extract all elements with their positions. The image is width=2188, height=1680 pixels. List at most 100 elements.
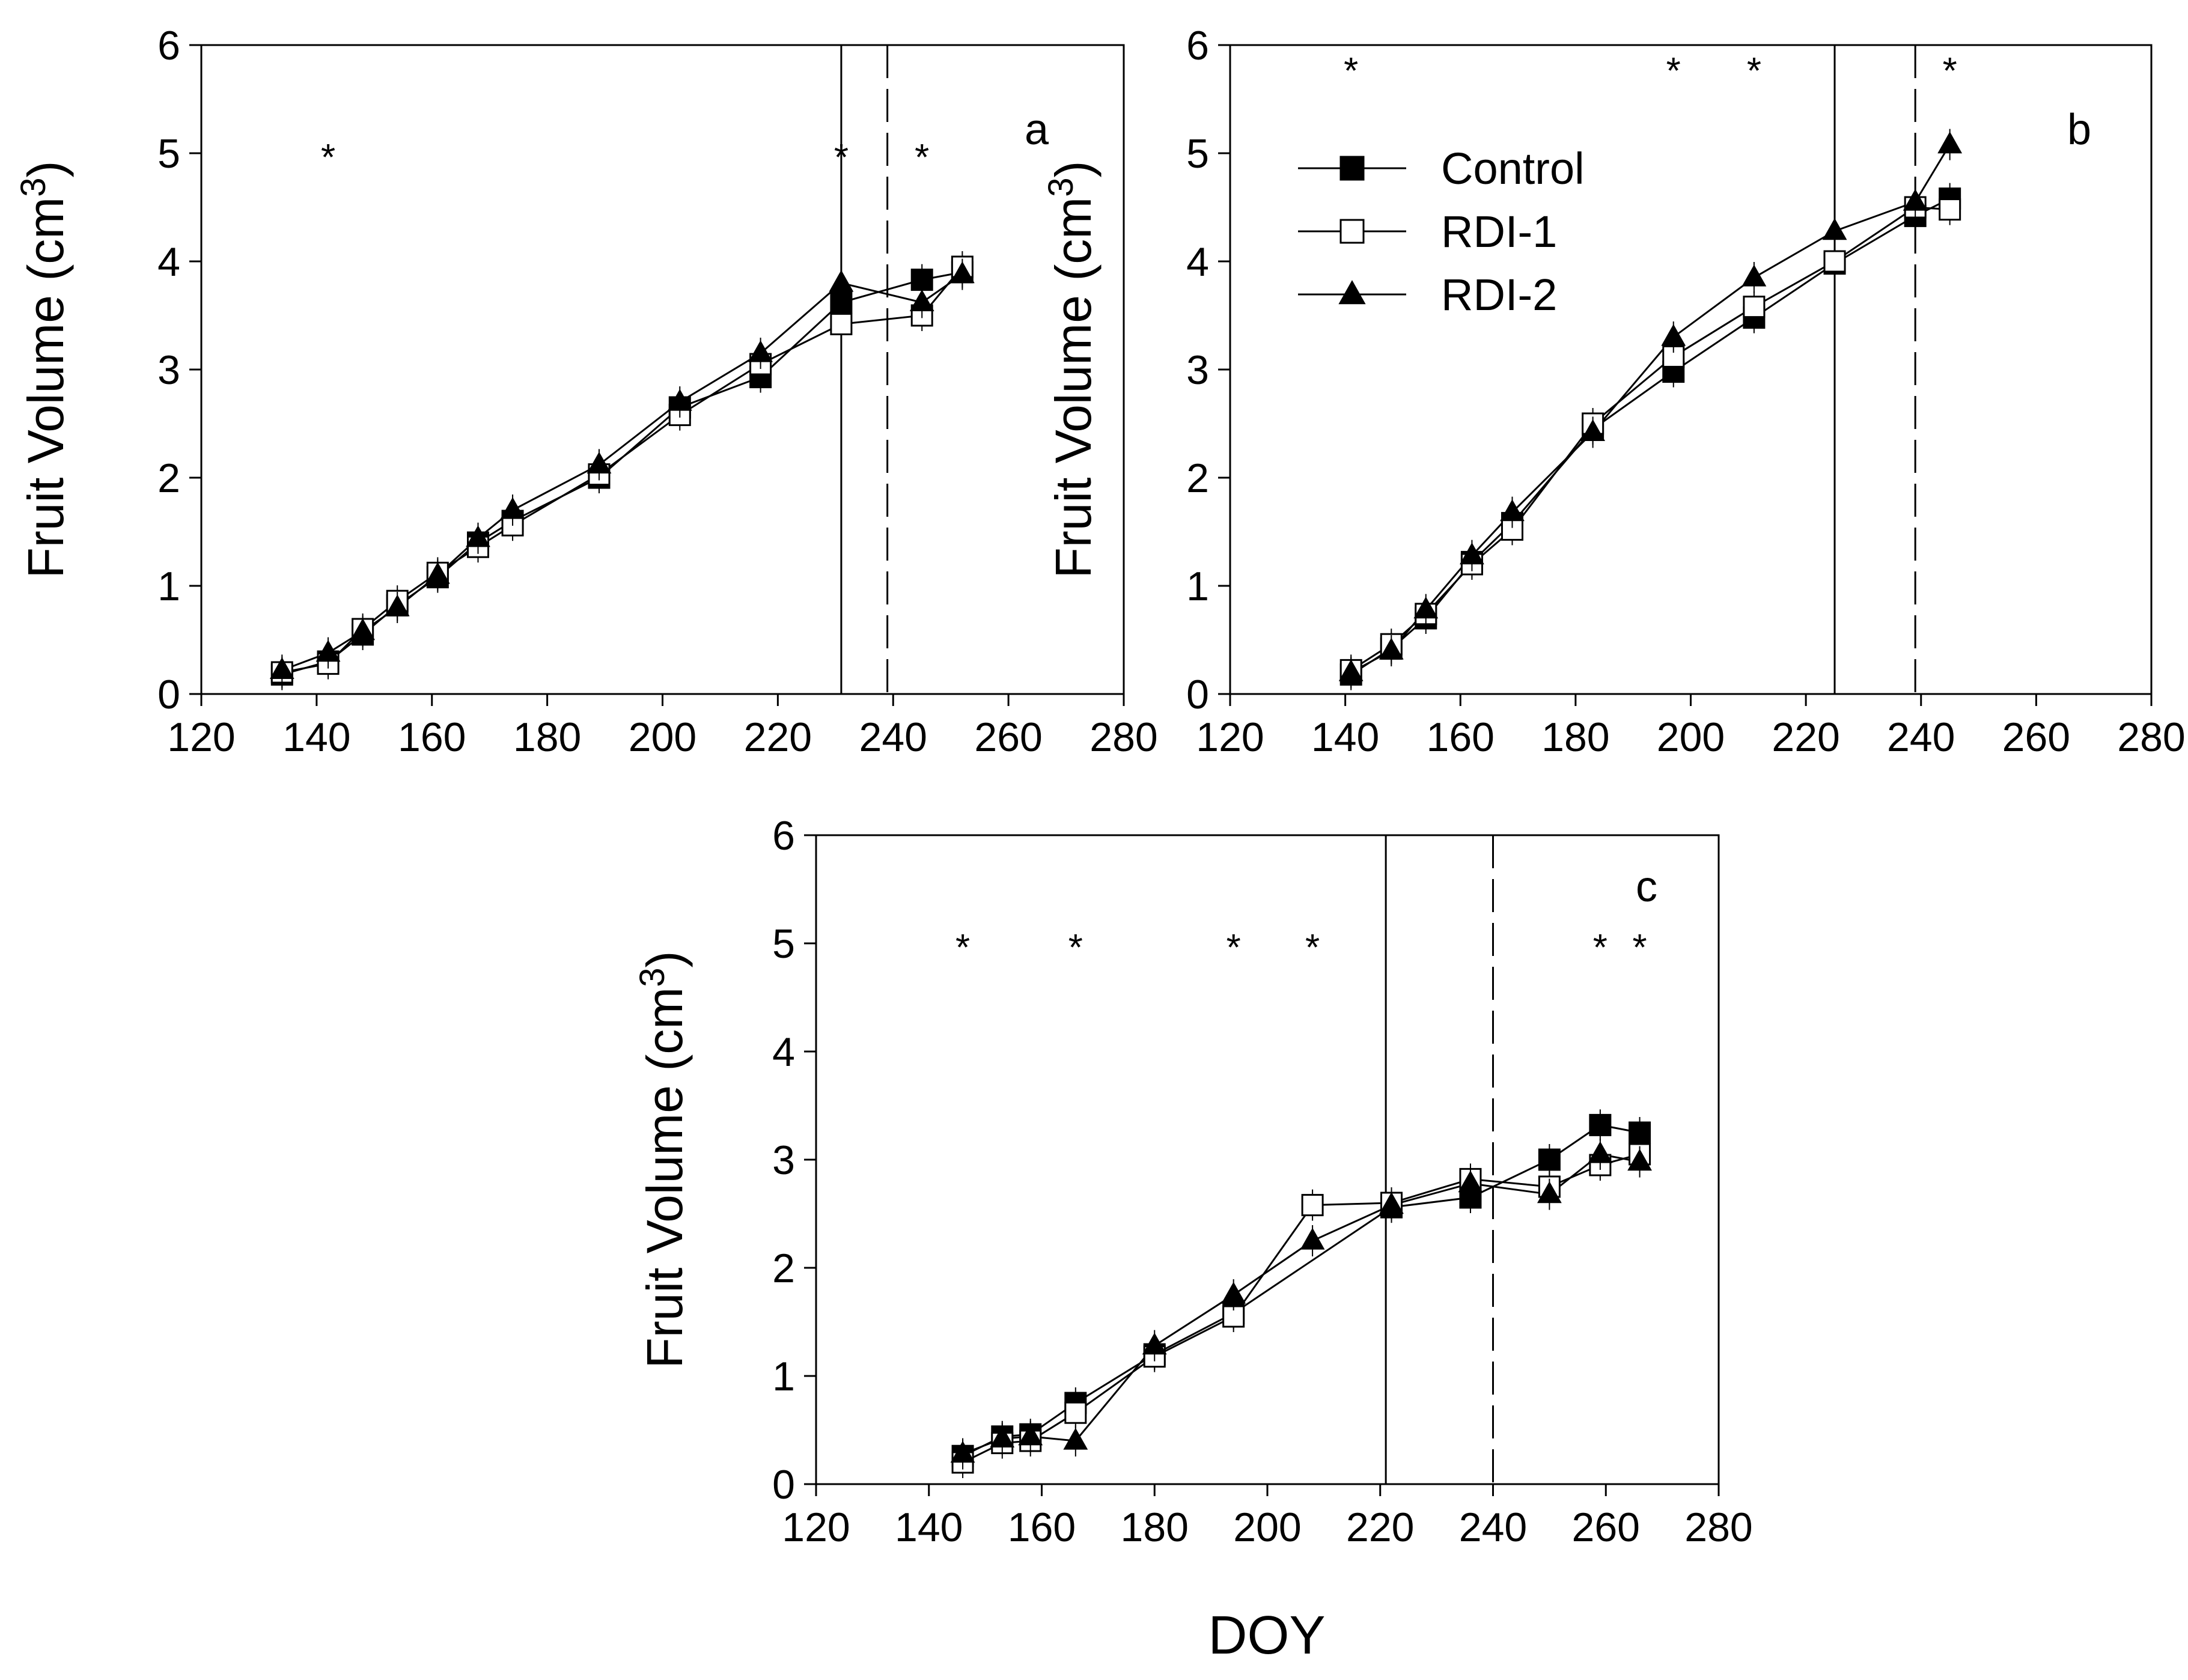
x-tick-label: 180 <box>513 714 581 760</box>
y-tick-label: 4 <box>772 1029 795 1075</box>
y-tick-label: 4 <box>157 239 180 285</box>
data-point-rdi-2 <box>1937 132 1963 154</box>
data-point-control <box>1538 1148 1561 1171</box>
y-tick-label: 5 <box>772 921 795 967</box>
significance-star: * <box>834 137 849 178</box>
panel-label: b <box>2067 106 2091 154</box>
y-axis-title: Fruit Volume (cm3) <box>633 951 693 1368</box>
x-tick-label: 220 <box>744 714 812 760</box>
data-point-rdi-2 <box>385 594 410 616</box>
data-point-rdi-2 <box>425 562 450 584</box>
data-point-rdi-2 <box>748 340 773 362</box>
y-tick-label: 1 <box>1186 564 1209 609</box>
y-tick-label: 0 <box>772 1462 795 1508</box>
data-point-rdi-2 <box>1500 499 1525 522</box>
legend-marker-rdi-1 <box>1339 219 1365 244</box>
x-tick-label: 180 <box>1541 714 1609 760</box>
significance-star: * <box>1068 927 1083 969</box>
data-point-rdi-2 <box>1580 419 1606 441</box>
data-point-rdi-2 <box>1300 1228 1325 1250</box>
x-tick-label: 240 <box>1459 1505 1527 1550</box>
y-tick-label: 2 <box>157 455 180 501</box>
data-point-rdi-2 <box>1063 1428 1088 1450</box>
y-tick-label: 4 <box>1186 239 1209 285</box>
x-tick-label: 180 <box>1121 1505 1189 1550</box>
legend-label: Control <box>1441 144 1585 193</box>
data-point-rdi-1 <box>830 312 853 335</box>
x-tick-label: 120 <box>167 714 235 760</box>
chart-panel-c: 0 1 2 3 4 5 6 120 140 160 180 200 220 240 260 280 Fruit … <box>633 813 1753 1550</box>
y-tick-label: 0 <box>157 672 180 717</box>
significance-star: * <box>1305 927 1320 969</box>
significance-star: * <box>955 927 970 969</box>
y-tick-label: 5 <box>157 131 180 177</box>
y-tick-label: 0 <box>1186 672 1209 717</box>
x-tick-label: 160 <box>1427 714 1495 760</box>
x-tick-label: 200 <box>1233 1505 1301 1550</box>
x-tick-label: 140 <box>282 714 350 760</box>
x-tick-label: 140 <box>1311 714 1379 760</box>
legend: Control RDI-1 RDI-2 <box>1298 144 1585 320</box>
data-point-rdi-2 <box>466 525 490 547</box>
x-tick-label: 160 <box>1008 1505 1076 1550</box>
significance-star: * <box>915 137 929 178</box>
y-tick-label: 2 <box>1186 455 1209 501</box>
x-tick-label: 260 <box>2002 714 2070 760</box>
data-point-rdi-2 <box>667 389 692 411</box>
x-tick-label: 200 <box>629 714 696 760</box>
x-tick-label: 120 <box>1196 714 1264 760</box>
x-tick-label: 120 <box>782 1505 850 1550</box>
x-tick-label: 280 <box>2117 714 2185 760</box>
x-tick-label: 240 <box>1887 714 1955 760</box>
data-point-rdi-2 <box>315 640 341 662</box>
y-tick-label: 1 <box>772 1354 795 1399</box>
legend-marker-rdi-2 <box>1338 280 1366 305</box>
data-point-rdi-2 <box>1537 1181 1562 1204</box>
y-tick-label: 5 <box>1186 131 1209 177</box>
data-point-control <box>1589 1113 1612 1136</box>
data-point-rdi-2 <box>829 270 854 292</box>
data-point-rdi-2 <box>269 657 294 679</box>
significance-star: * <box>1227 927 1241 969</box>
data-point-rdi-2 <box>990 1425 1015 1447</box>
data-point-rdi-1 <box>1064 1401 1087 1424</box>
data-point-rdi-2 <box>949 261 975 284</box>
x-tick-label: 200 <box>1657 714 1725 760</box>
significance-star: * <box>1593 927 1607 969</box>
y-axis-title: Fruit Volume (cm3) <box>1041 160 1102 578</box>
data-point-rdi-2 <box>950 1441 975 1463</box>
legend-marker-control <box>1339 156 1365 181</box>
y-tick-label: 6 <box>157 23 180 68</box>
y-tick-label: 3 <box>772 1137 795 1183</box>
y-tick-label: 2 <box>772 1246 795 1291</box>
significance-star: * <box>1943 50 1957 92</box>
x-tick-label: 220 <box>1772 714 1839 760</box>
data-point-rdi-2 <box>1338 659 1364 681</box>
data-point-rdi-2 <box>1661 324 1686 346</box>
y-tick-label: 6 <box>1186 23 1209 68</box>
x-tick-label: 280 <box>1089 714 1157 760</box>
data-point-rdi-2 <box>1379 638 1404 660</box>
x-tick-label: 240 <box>859 714 927 760</box>
data-point-rdi-2 <box>587 451 612 473</box>
y-tick-label: 1 <box>157 564 180 609</box>
data-point-rdi-2 <box>350 618 376 641</box>
x-axis-title: DOY <box>1208 1605 1325 1666</box>
x-tick-label: 260 <box>1572 1505 1640 1550</box>
data-point-rdi-2 <box>500 497 525 519</box>
y-tick-label: 3 <box>1186 347 1209 393</box>
y-tick-label: 6 <box>772 813 795 859</box>
data-point-rdi-1 <box>1939 198 1961 221</box>
data-point-rdi-2 <box>1460 543 1484 565</box>
data-point-rdi-1 <box>1823 250 1846 273</box>
chart-panel-b: 0 1 2 3 4 5 6 120 140 160 180 200 220 240 260 280 Fruit … <box>1041 23 2186 760</box>
panel-label: c <box>1636 863 1657 911</box>
x-tick-label: 220 <box>1346 1505 1414 1550</box>
y-tick-label: 3 <box>157 347 180 393</box>
data-point-rdi-2 <box>1379 1192 1404 1214</box>
data-point-rdi-2 <box>1588 1141 1613 1163</box>
data-point-rdi-2 <box>1018 1423 1043 1446</box>
data-point-rdi-2 <box>909 289 934 311</box>
x-tick-label: 280 <box>1684 1505 1752 1550</box>
